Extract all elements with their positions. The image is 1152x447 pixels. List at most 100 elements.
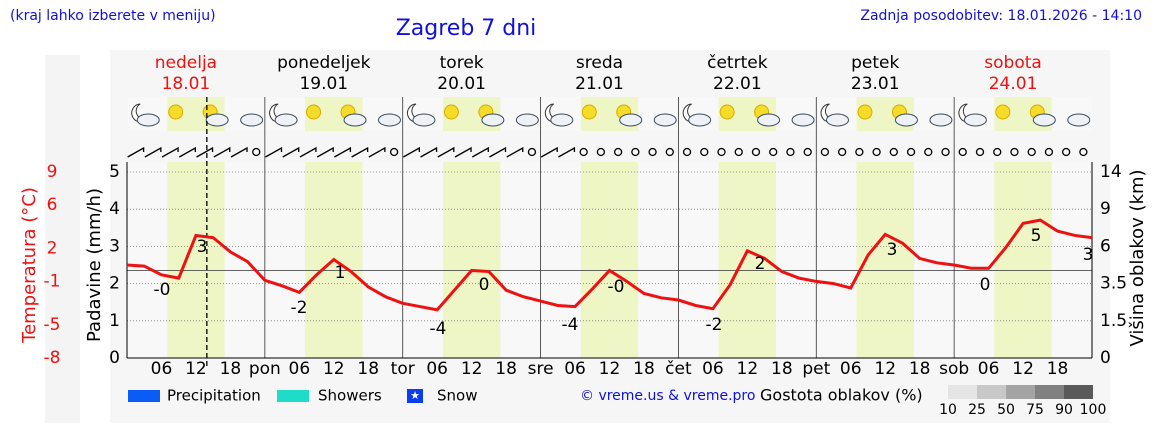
daylight-band: [994, 162, 1052, 358]
cloud-icon: [240, 113, 264, 127]
cloud-icon: [688, 113, 712, 127]
wind-barb: [161, 146, 179, 158]
calm-wind: [924, 147, 933, 157]
x-tick-label: 12: [737, 359, 759, 379]
x-tick-label: sre: [528, 359, 554, 379]
x-tick-label: 12: [323, 359, 345, 379]
day-date: 19.01: [299, 74, 348, 94]
x-tick-label: 12: [185, 359, 207, 379]
day-date: 21.01: [575, 74, 624, 94]
density-tick-label: 100: [1080, 402, 1107, 418]
cloud-icon: [343, 113, 367, 127]
density-swatch: [977, 385, 1006, 399]
wind-barb: [196, 146, 214, 158]
side-panel: [45, 55, 80, 423]
cloud-icon: [791, 113, 815, 127]
wind-barb: [178, 146, 196, 158]
cloud-icon: [929, 113, 953, 127]
y2-tick-label: 6: [47, 195, 58, 215]
y2-tick-label: -5: [44, 315, 61, 335]
wind-barb: [506, 146, 524, 158]
temperature-label: -4: [430, 319, 447, 339]
cloud-icon: [136, 113, 160, 127]
density-swatch: [1064, 385, 1093, 399]
calm-wind: [252, 147, 261, 157]
x-tick-label: 06: [151, 359, 173, 379]
wind-barb: [144, 146, 162, 158]
temperature-label: 1: [335, 263, 346, 283]
temperature-label: -2: [706, 315, 723, 335]
calm-wind: [579, 147, 588, 157]
day-name: ponedeljek: [277, 53, 371, 73]
y2-tick-label: -1: [44, 271, 61, 291]
y-tick-label: 1: [109, 311, 120, 331]
y2-tick-label: -8: [44, 348, 61, 368]
cloud-icon: [619, 113, 643, 127]
density-swatch: [1035, 385, 1064, 399]
x-tick-label: 18: [357, 359, 379, 379]
calm-wind: [820, 147, 830, 157]
y3-tick-label: 9: [1100, 199, 1111, 219]
wind-barb: [558, 146, 576, 158]
y3-tick-label: 14: [1100, 162, 1122, 182]
temperature-label: -2: [291, 298, 308, 318]
day-date: 20.01: [437, 74, 486, 94]
y-tick-label: 5: [109, 162, 120, 182]
wind-barb: [420, 146, 438, 158]
wind-barb: [316, 146, 334, 158]
temperature-label: 3: [1083, 245, 1094, 265]
y3-tick-label: 0: [1100, 348, 1111, 368]
x-tick-label: 06: [978, 359, 1000, 379]
y2-title: Temperatura (°C): [19, 187, 40, 344]
day-date: 18.01: [162, 74, 211, 94]
x-tick-label: 12: [461, 359, 483, 379]
y3-tick-label: 1.5: [1100, 311, 1127, 331]
x-tick-label: 18: [1047, 359, 1069, 379]
cloud-density-title: Gostota oblakov (%): [760, 386, 923, 405]
x-tick-label: 06: [840, 359, 862, 379]
calm-wind: [975, 147, 985, 157]
calm-wind: [648, 147, 657, 157]
temperature-label: 3: [197, 237, 208, 257]
cloud-icon: [205, 113, 229, 127]
cloud-icon: [515, 113, 539, 127]
cloud-icon: [550, 113, 574, 127]
wind-barb: [437, 146, 455, 158]
calm-wind: [1027, 147, 1036, 157]
sun-icon: [306, 104, 322, 120]
x-tick-label: 06: [564, 359, 586, 379]
copyright: © vreme.us & vreme.pro: [580, 388, 755, 404]
sun-icon: [995, 104, 1011, 120]
cloud-icon: [894, 113, 918, 127]
chart-title: Zagreb 7 dni: [396, 16, 537, 41]
calm-wind: [665, 147, 674, 157]
temperature-label: 2: [755, 254, 766, 274]
calm-wind: [906, 147, 916, 157]
calm-wind: [682, 147, 692, 157]
sun-icon: [168, 104, 184, 120]
calm-wind: [855, 147, 864, 157]
density-tick-label: 90: [1055, 402, 1073, 418]
wind-barb: [265, 146, 283, 158]
temperature-label: 3: [887, 240, 898, 260]
x-tick-label: pon: [249, 359, 281, 379]
density-tick-label: 50: [997, 402, 1015, 418]
wind-barb: [540, 146, 558, 158]
y-title: Padavine (mm/h): [84, 188, 105, 342]
x-tick-label: 18: [771, 359, 793, 379]
calm-wind: [1079, 147, 1088, 157]
calm-wind: [613, 147, 623, 157]
day-name: četrtek: [707, 53, 768, 73]
temperature-label: 0: [479, 275, 490, 295]
sun-icon: [719, 104, 735, 120]
temperature-label: 5: [1031, 226, 1042, 246]
cloud-icon: [963, 113, 987, 127]
density-tick-label: 10: [939, 402, 957, 418]
x-tick-label: 06: [289, 359, 311, 379]
x-tick-label: 06: [426, 359, 448, 379]
calm-wind: [993, 147, 1002, 157]
calm-wind: [700, 147, 709, 157]
wind-barb: [213, 146, 231, 158]
wind-barb: [334, 146, 352, 158]
